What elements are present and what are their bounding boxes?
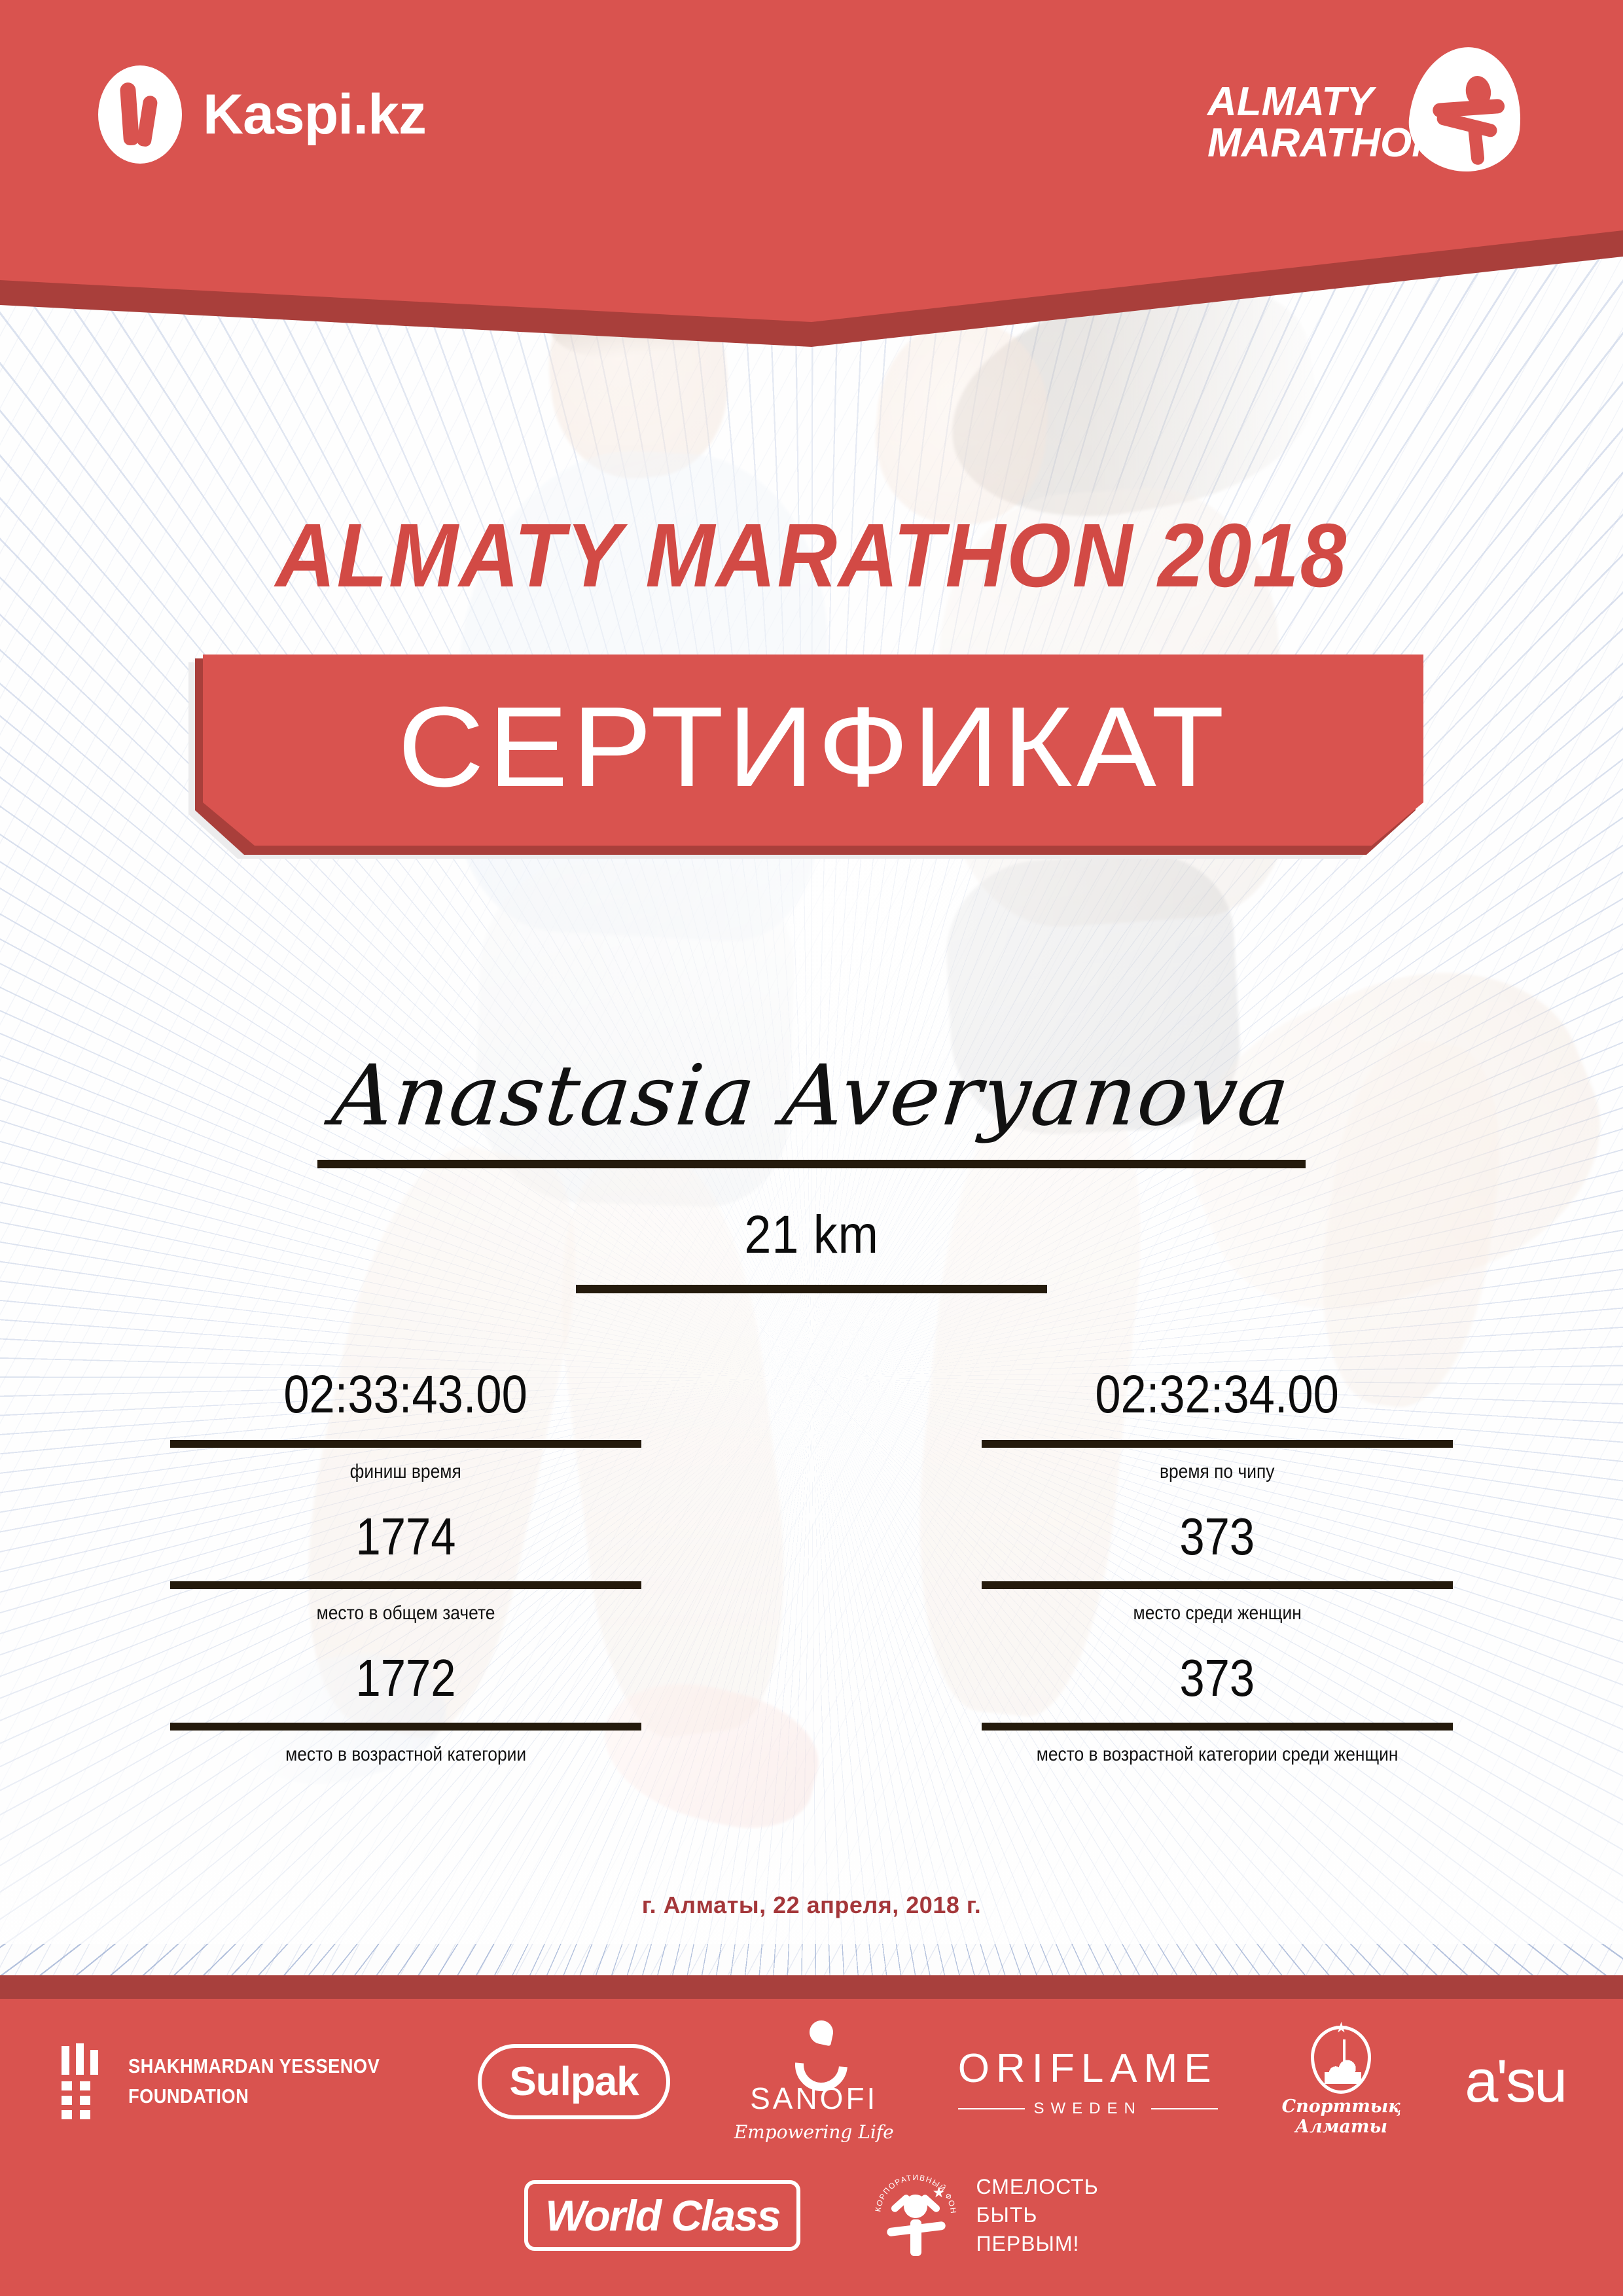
- ribbon-main-layer: СЕРТИФИКАТ: [203, 655, 1423, 846]
- almaty-marathon-logo[interactable]: ALMATY MARATHON: [1207, 41, 1528, 178]
- sponsor-sanofi[interactable]: SANOFI Empowering Life: [734, 2020, 894, 2143]
- result-value: 02:33:43.00: [283, 1365, 528, 1424]
- results-row: 1772 место в возрастной категории 373 ме…: [0, 1652, 1623, 1766]
- result-label: финиш время: [349, 1461, 462, 1482]
- result-value: 1772: [355, 1649, 456, 1707]
- result-overall-place: 1774 место в общем зачете: [0, 1511, 812, 1624]
- sponsor-yessenov-foundation[interactable]: SHAKHMARDAN YESSENOV FOUNDATION: [58, 2043, 414, 2119]
- page-title: ALMATY MARATHON 2018: [275, 505, 1348, 606]
- smelost-wordmark: СМЕЛОСТЬ БЫТЬ ПЕРВЫМ!: [976, 2173, 1098, 2258]
- footer-accent-band: [0, 1975, 1623, 1999]
- sponsor-row-secondary: World Class КОРПОРАТИВНЫЙ ФОНД СМ: [0, 2166, 1623, 2265]
- athlete-name: Anastasia Averyanova: [328, 1047, 1295, 1145]
- result-age-category-place: 1772 место в возрастной категории: [0, 1652, 812, 1766]
- result-label: место в возрастной категории: [285, 1744, 527, 1765]
- result-label: место в общем зачете: [316, 1602, 495, 1624]
- distance-value: 21 km: [744, 1205, 879, 1265]
- kaspi-logo[interactable]: Kaspi.kz: [98, 65, 427, 164]
- yessenov-line2: FOUNDATION: [128, 2085, 249, 2108]
- sponsor-sporttyq-almaty[interactable]: Спорттық Алматы: [1282, 2025, 1401, 2137]
- distance-block: 21 km: [0, 1204, 1623, 1266]
- sponsor-world-class[interactable]: World Class: [524, 2180, 801, 2251]
- marathon-wordmark-line2: MARATHON: [1207, 120, 1442, 166]
- marathon-wordmark: ALMATY MARATHON: [1207, 79, 1442, 166]
- smelost-line3: ПЕРВЫМ!: [976, 2231, 1080, 2255]
- sanofi-mark-icon: [793, 2020, 836, 2074]
- result-finish-time: 02:33:43.00 финиш время: [0, 1368, 812, 1483]
- smelost-mark-icon: КОРПОРАТИВНЫЙ ФОНД: [872, 2172, 959, 2259]
- certificate-ribbon: СЕРТИФИКАТ: [188, 655, 1423, 859]
- distance-rule: [576, 1285, 1047, 1293]
- oriflame-wordmark: ORIFLAME: [957, 2045, 1218, 2091]
- sponsor-smelost-byt-pervym[interactable]: КОРПОРАТИВНЫЙ ФОНД СМЕЛОСТЬ БЫТЬ ПЕРВЫМ!: [872, 2172, 1098, 2259]
- result-value: 373: [1179, 1507, 1255, 1566]
- result-rule: [170, 1723, 641, 1731]
- sanofi-tagline: Empowering Life: [734, 2121, 894, 2143]
- smelost-line1: СМЕЛОСТЬ: [976, 2175, 1099, 2199]
- result-value: 02:32:34.00: [1095, 1365, 1340, 1424]
- result-chip-time: 02:32:34.00 время по чипу: [812, 1368, 1623, 1483]
- results-grid: 02:33:43.00 финиш время 02:32:34.00 врем…: [0, 1368, 1623, 1793]
- certificate-label: СЕРТИФИКАТ: [397, 683, 1229, 810]
- sponsor-asu[interactable]: aʹsu: [1465, 2047, 1567, 2115]
- yessenov-line1: SHAKHMARDAN YESSENOV: [128, 2054, 380, 2077]
- smelost-line2: БЫТЬ: [976, 2203, 1038, 2227]
- result-rule: [170, 1581, 641, 1589]
- marathon-wordmark-line1: ALMATY: [1207, 79, 1374, 124]
- yessenov-wordmark: SHAKHMARDAN YESSENOV FOUNDATION: [128, 2051, 380, 2112]
- results-row: 1774 место в общем зачете 373 место сред…: [0, 1511, 1623, 1624]
- kaspi-people-icon: [98, 65, 182, 164]
- result-women-place: 373 место среди женщин: [812, 1511, 1623, 1624]
- results-row: 02:33:43.00 финиш время 02:32:34.00 врем…: [0, 1368, 1623, 1483]
- result-value: 373: [1179, 1649, 1255, 1707]
- athlete-name-block: Anastasia Averyanova: [0, 1047, 1623, 1145]
- kaspi-wordmark: Kaspi.kz: [203, 82, 427, 146]
- sporttyq-line2: Алматы: [1294, 2117, 1387, 2137]
- event-date-line: г. Алматы, 22 апреля, 2018 г.: [641, 1892, 982, 1918]
- result-age-category-women-place: 373 место в возрастной категории среди ж…: [812, 1652, 1623, 1766]
- sporttyq-line1: Спорттық: [1281, 2096, 1401, 2117]
- result-rule: [982, 1581, 1453, 1589]
- sponsor-oriflame[interactable]: ORIFLAME SWEDEN: [957, 2045, 1218, 2118]
- oriflame-country: SWEDEN: [1033, 2099, 1142, 2117]
- sporttyq-wordmark: Спорттық Алматы: [1282, 2096, 1401, 2137]
- result-rule: [170, 1440, 641, 1448]
- result-label: место в возрастной категории среди женщи…: [1036, 1744, 1399, 1765]
- header-banner: Kaspi.kz ALMATY MARATHON: [0, 0, 1623, 347]
- result-label: место среди женщин: [1133, 1602, 1302, 1624]
- sporttyq-crest-icon: [1311, 2025, 1372, 2094]
- sponsor-sulpak[interactable]: Sulpak: [478, 2043, 670, 2119]
- athlete-name-rule: [317, 1160, 1306, 1168]
- oriflame-subline: SWEDEN: [957, 2099, 1218, 2118]
- yessenov-mark-icon: [58, 2043, 109, 2119]
- sponsor-row-primary: SHAKHMARDAN YESSENOV FOUNDATION Sulpak S…: [0, 2020, 1623, 2143]
- result-rule: [982, 1723, 1453, 1731]
- result-label: время по чипу: [1160, 1461, 1275, 1482]
- result-rule: [982, 1440, 1453, 1448]
- result-value: 1774: [355, 1507, 456, 1566]
